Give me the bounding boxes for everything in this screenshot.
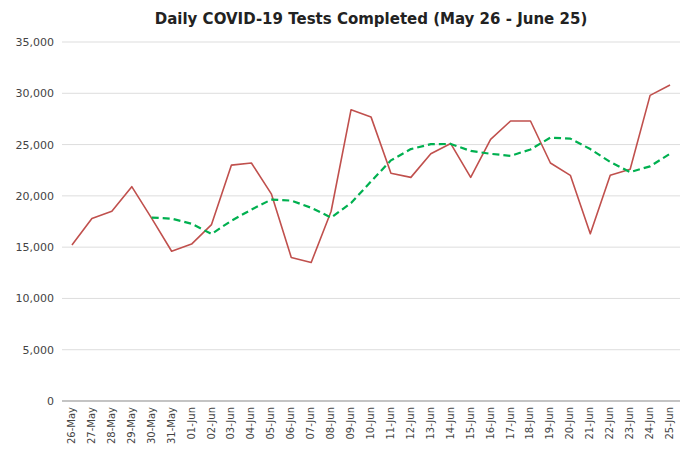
x-tick-label: 16-Jun [485, 407, 496, 440]
x-tick-label: 09-Jun [345, 407, 356, 440]
y-tick-label: 15,000 [16, 241, 55, 254]
grid-line [62, 298, 680, 299]
x-tick-label: 27-May [86, 407, 97, 444]
y-tick-label: 5,000 [23, 344, 55, 357]
x-tick-label: 14-Jun [445, 407, 456, 440]
title: Daily COVID-19 Tests Completed (May 26 -… [155, 10, 587, 28]
x-tick-label: 06-Jun [285, 407, 296, 440]
y-tick-label: 25,000 [16, 139, 55, 152]
y-tick-label: 35,000 [16, 36, 55, 49]
grid-line [62, 247, 680, 248]
x-tick-label: 25-Jun [664, 407, 675, 440]
x-tick-label: 21-Jun [584, 407, 595, 440]
grid-line [62, 401, 680, 402]
y-tick-label: 30,000 [16, 87, 55, 100]
x-tick-label: 29-May [126, 407, 137, 444]
grid [62, 42, 680, 401]
chart: Daily COVID-19 Tests Completed (May 26 -… [0, 0, 696, 463]
x-tick-label: 17-Jun [505, 407, 516, 440]
y-tick-label: 0 [47, 395, 54, 408]
x-tick-label: 24-Jun [644, 407, 655, 440]
y-tick-label: 20,000 [16, 190, 55, 203]
x-tick-label: 13-Jun [425, 407, 436, 440]
x-tick-label: 19-Jun [544, 407, 555, 440]
x-tick-label: 05-Jun [265, 407, 276, 440]
x-tick-label: 23-Jun [624, 407, 635, 440]
x-tick-label: 22-Jun [604, 407, 615, 440]
x-tick-label: 10-Jun [365, 407, 376, 440]
x-tick-label: 31-May [166, 407, 177, 444]
x-axis-line [62, 401, 680, 402]
x-tick-label: 26-May [66, 407, 77, 444]
y-tick-label: 10,000 [16, 292, 55, 305]
x-tick-label: 18-Jun [524, 407, 535, 440]
grid-line [62, 93, 680, 94]
grid-line [62, 42, 680, 43]
x-tick-label: 03-Jun [225, 407, 236, 440]
x-tick-label: 12-Jun [405, 407, 416, 440]
series-line [72, 85, 670, 262]
plot-area [72, 85, 670, 262]
x-tick-label: 28-May [106, 407, 117, 444]
grid-line [62, 349, 680, 350]
x-tick-label: 01-Jun [186, 407, 197, 440]
x-tick-label: 07-Jun [305, 407, 316, 440]
x-tick-label: 20-Jun [564, 407, 575, 440]
x-tick-label: 04-Jun [245, 407, 256, 440]
grid-line [62, 144, 680, 145]
x-tick-label: 11-Jun [385, 407, 396, 440]
x-tick-label: 02-Jun [206, 407, 217, 440]
x-tick-label: 15-Jun [465, 407, 476, 440]
x-tick-label: 30-May [146, 407, 157, 444]
grid-line [62, 195, 680, 196]
series-line [152, 138, 670, 234]
x-tick-label: 08-Jun [325, 407, 336, 440]
